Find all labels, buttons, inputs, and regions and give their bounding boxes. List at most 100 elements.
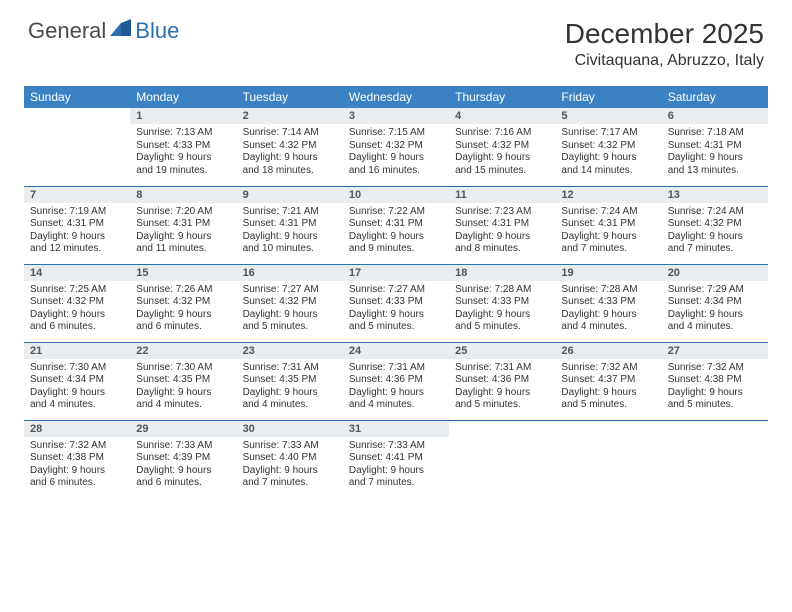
calendar-day-cell: 16Sunrise: 7:27 AMSunset: 4:32 PMDayligh… [237, 264, 343, 342]
sunset-text: Sunset: 4:32 PM [243, 296, 337, 309]
day-data: Sunrise: 7:18 AMSunset: 4:31 PMDaylight:… [662, 124, 768, 181]
day-data: Sunrise: 7:33 AMSunset: 4:41 PMDaylight:… [343, 437, 449, 494]
logo: General Blue [28, 18, 179, 44]
calendar-day-cell: 12Sunrise: 7:24 AMSunset: 4:31 PMDayligh… [555, 186, 661, 264]
daylight-text: Daylight: 9 hours and 11 minutes. [136, 231, 230, 256]
day-number: 5 [555, 108, 661, 124]
daylight-text: Daylight: 9 hours and 10 minutes. [243, 231, 337, 256]
sunset-text: Sunset: 4:39 PM [136, 452, 230, 465]
sunset-text: Sunset: 4:33 PM [561, 296, 655, 309]
day-header: Wednesday [343, 86, 449, 108]
daylight-text: Daylight: 9 hours and 6 minutes. [30, 309, 124, 334]
day-data: Sunrise: 7:28 AMSunset: 4:33 PMDaylight:… [555, 281, 661, 338]
daylight-text: Daylight: 9 hours and 7 minutes. [349, 465, 443, 490]
sunrise-text: Sunrise: 7:13 AM [136, 127, 230, 140]
calendar-week-row: 14Sunrise: 7:25 AMSunset: 4:32 PMDayligh… [24, 264, 768, 342]
calendar-day-cell: 20Sunrise: 7:29 AMSunset: 4:34 PMDayligh… [662, 264, 768, 342]
day-data: Sunrise: 7:25 AMSunset: 4:32 PMDaylight:… [24, 281, 130, 338]
day-number: 2 [237, 108, 343, 124]
daylight-text: Daylight: 9 hours and 9 minutes. [349, 231, 443, 256]
day-data: Sunrise: 7:15 AMSunset: 4:32 PMDaylight:… [343, 124, 449, 181]
day-number: 4 [449, 108, 555, 124]
day-data: Sunrise: 7:17 AMSunset: 4:32 PMDaylight:… [555, 124, 661, 181]
daylight-text: Daylight: 9 hours and 7 minutes. [561, 231, 655, 256]
day-data: Sunrise: 7:32 AMSunset: 4:38 PMDaylight:… [662, 359, 768, 416]
calendar-day-cell: 9Sunrise: 7:21 AMSunset: 4:31 PMDaylight… [237, 186, 343, 264]
day-data: Sunrise: 7:26 AMSunset: 4:32 PMDaylight:… [130, 281, 236, 338]
day-number: 23 [237, 343, 343, 359]
day-header: Monday [130, 86, 236, 108]
daylight-text: Daylight: 9 hours and 4 minutes. [243, 387, 337, 412]
calendar-day-cell: 22Sunrise: 7:30 AMSunset: 4:35 PMDayligh… [130, 342, 236, 420]
day-number: 26 [555, 343, 661, 359]
sunset-text: Sunset: 4:31 PM [455, 218, 549, 231]
day-number: 22 [130, 343, 236, 359]
day-number: 15 [130, 265, 236, 281]
day-data: Sunrise: 7:24 AMSunset: 4:31 PMDaylight:… [555, 203, 661, 260]
daylight-text: Daylight: 9 hours and 18 minutes. [243, 152, 337, 177]
calendar-day-cell: 24Sunrise: 7:31 AMSunset: 4:36 PMDayligh… [343, 342, 449, 420]
calendar-day-cell: 3Sunrise: 7:15 AMSunset: 4:32 PMDaylight… [343, 108, 449, 186]
day-number: 13 [662, 187, 768, 203]
sunrise-text: Sunrise: 7:24 AM [668, 206, 762, 219]
sunset-text: Sunset: 4:36 PM [349, 374, 443, 387]
daylight-text: Daylight: 9 hours and 4 minutes. [136, 387, 230, 412]
day-number: 7 [24, 187, 130, 203]
day-data: Sunrise: 7:31 AMSunset: 4:36 PMDaylight:… [449, 359, 555, 416]
sunset-text: Sunset: 4:31 PM [243, 218, 337, 231]
sunrise-text: Sunrise: 7:31 AM [243, 362, 337, 375]
daylight-text: Daylight: 9 hours and 16 minutes. [349, 152, 443, 177]
sunset-text: Sunset: 4:32 PM [455, 140, 549, 153]
calendar-day-cell: 2Sunrise: 7:14 AMSunset: 4:32 PMDaylight… [237, 108, 343, 186]
calendar-day-cell: 28Sunrise: 7:32 AMSunset: 4:38 PMDayligh… [24, 420, 130, 498]
sunrise-text: Sunrise: 7:27 AM [349, 284, 443, 297]
day-data: Sunrise: 7:32 AMSunset: 4:38 PMDaylight:… [24, 437, 130, 494]
calendar-week-row: 21Sunrise: 7:30 AMSunset: 4:34 PMDayligh… [24, 342, 768, 420]
day-number: 19 [555, 265, 661, 281]
day-data: Sunrise: 7:14 AMSunset: 4:32 PMDaylight:… [237, 124, 343, 181]
day-number: 1 [130, 108, 236, 124]
daylight-text: Daylight: 9 hours and 5 minutes. [561, 387, 655, 412]
sunset-text: Sunset: 4:33 PM [455, 296, 549, 309]
day-data: Sunrise: 7:21 AMSunset: 4:31 PMDaylight:… [237, 203, 343, 260]
daylight-text: Daylight: 9 hours and 7 minutes. [243, 465, 337, 490]
calendar-day-cell: 25Sunrise: 7:31 AMSunset: 4:36 PMDayligh… [449, 342, 555, 420]
day-number: 31 [343, 421, 449, 437]
day-number: 12 [555, 187, 661, 203]
day-data: Sunrise: 7:30 AMSunset: 4:35 PMDaylight:… [130, 359, 236, 416]
sunset-text: Sunset: 4:35 PM [136, 374, 230, 387]
daylight-text: Daylight: 9 hours and 4 minutes. [30, 387, 124, 412]
calendar-day-cell: 27Sunrise: 7:32 AMSunset: 4:38 PMDayligh… [662, 342, 768, 420]
calendar-day-cell: 21Sunrise: 7:30 AMSunset: 4:34 PMDayligh… [24, 342, 130, 420]
day-number [24, 108, 130, 112]
day-number: 11 [449, 187, 555, 203]
calendar-day-cell: 4Sunrise: 7:16 AMSunset: 4:32 PMDaylight… [449, 108, 555, 186]
day-data: Sunrise: 7:23 AMSunset: 4:31 PMDaylight:… [449, 203, 555, 260]
sunrise-text: Sunrise: 7:29 AM [668, 284, 762, 297]
daylight-text: Daylight: 9 hours and 6 minutes. [30, 465, 124, 490]
day-data: Sunrise: 7:27 AMSunset: 4:32 PMDaylight:… [237, 281, 343, 338]
sunset-text: Sunset: 4:31 PM [30, 218, 124, 231]
daylight-text: Daylight: 9 hours and 19 minutes. [136, 152, 230, 177]
logo-text-blue: Blue [135, 18, 179, 44]
calendar-day-cell: 23Sunrise: 7:31 AMSunset: 4:35 PMDayligh… [237, 342, 343, 420]
day-number: 29 [130, 421, 236, 437]
day-data: Sunrise: 7:33 AMSunset: 4:40 PMDaylight:… [237, 437, 343, 494]
day-number: 30 [237, 421, 343, 437]
daylight-text: Daylight: 9 hours and 13 minutes. [668, 152, 762, 177]
daylight-text: Daylight: 9 hours and 7 minutes. [668, 231, 762, 256]
sunset-text: Sunset: 4:31 PM [349, 218, 443, 231]
sunset-text: Sunset: 4:32 PM [30, 296, 124, 309]
sunset-text: Sunset: 4:31 PM [561, 218, 655, 231]
day-number: 20 [662, 265, 768, 281]
calendar-day-cell [555, 420, 661, 498]
day-number [662, 421, 768, 425]
calendar-week-row: 28Sunrise: 7:32 AMSunset: 4:38 PMDayligh… [24, 420, 768, 498]
sunset-text: Sunset: 4:34 PM [668, 296, 762, 309]
day-data: Sunrise: 7:31 AMSunset: 4:35 PMDaylight:… [237, 359, 343, 416]
calendar-week-row: 1Sunrise: 7:13 AMSunset: 4:33 PMDaylight… [24, 108, 768, 186]
day-data: Sunrise: 7:31 AMSunset: 4:36 PMDaylight:… [343, 359, 449, 416]
sunset-text: Sunset: 4:32 PM [561, 140, 655, 153]
calendar-table: Sunday Monday Tuesday Wednesday Thursday… [24, 86, 768, 498]
sunrise-text: Sunrise: 7:15 AM [349, 127, 443, 140]
